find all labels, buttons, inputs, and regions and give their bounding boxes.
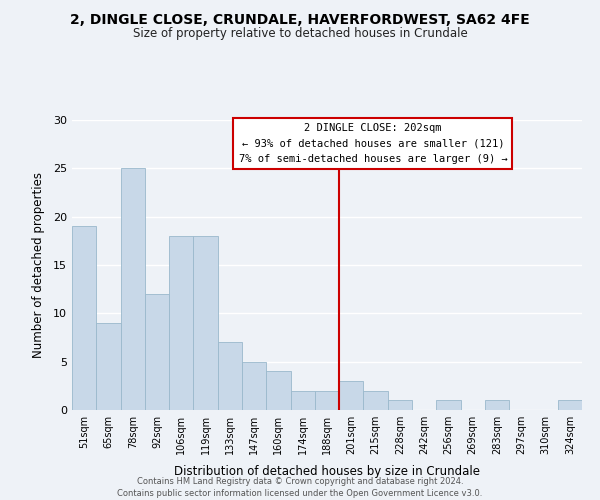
Bar	[266, 372, 290, 410]
Bar	[558, 400, 582, 410]
Bar	[339, 381, 364, 410]
Y-axis label: Number of detached properties: Number of detached properties	[32, 172, 44, 358]
Bar	[121, 168, 145, 410]
Bar	[388, 400, 412, 410]
Bar	[364, 390, 388, 410]
Text: Contains HM Land Registry data © Crown copyright and database right 2024.: Contains HM Land Registry data © Crown c…	[137, 478, 463, 486]
Bar	[242, 362, 266, 410]
Bar	[218, 342, 242, 410]
Text: Size of property relative to detached houses in Crundale: Size of property relative to detached ho…	[133, 28, 467, 40]
Bar	[96, 323, 121, 410]
Bar	[290, 390, 315, 410]
Bar	[169, 236, 193, 410]
Bar	[72, 226, 96, 410]
Bar	[436, 400, 461, 410]
Bar	[485, 400, 509, 410]
Text: 2 DINGLE CLOSE: 202sqm
← 93% of detached houses are smaller (121)
7% of semi-det: 2 DINGLE CLOSE: 202sqm ← 93% of detached…	[239, 123, 507, 164]
Bar	[315, 390, 339, 410]
Bar	[193, 236, 218, 410]
Text: 2, DINGLE CLOSE, CRUNDALE, HAVERFORDWEST, SA62 4FE: 2, DINGLE CLOSE, CRUNDALE, HAVERFORDWEST…	[70, 12, 530, 26]
Text: Contains public sector information licensed under the Open Government Licence v3: Contains public sector information licen…	[118, 489, 482, 498]
X-axis label: Distribution of detached houses by size in Crundale: Distribution of detached houses by size …	[174, 466, 480, 478]
Bar	[145, 294, 169, 410]
